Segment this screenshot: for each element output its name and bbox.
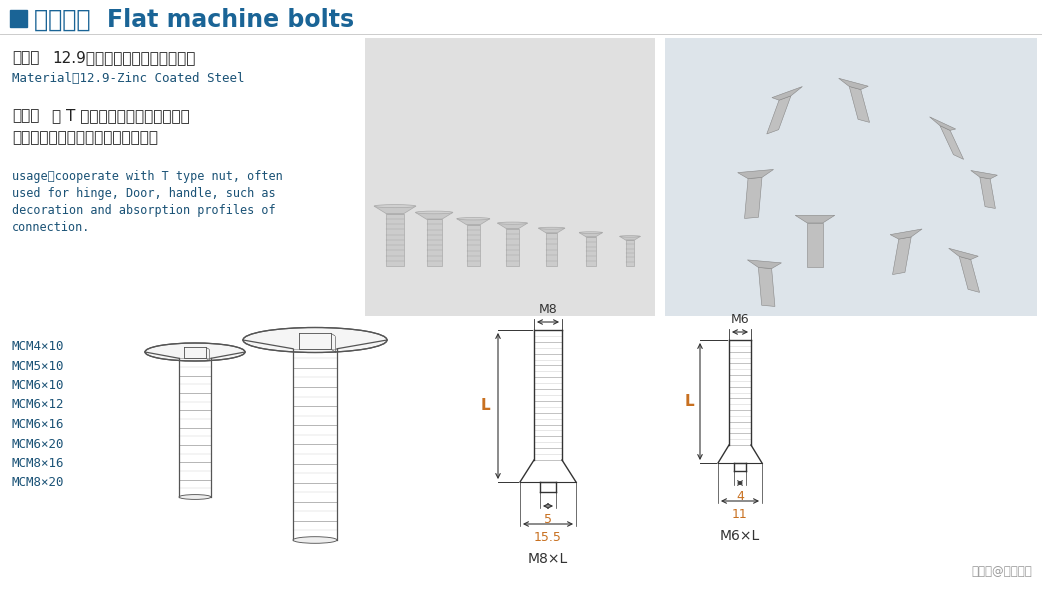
- Bar: [387, 214, 403, 266]
- Text: decoration and absorption profiles of: decoration and absorption profiles of: [13, 204, 276, 217]
- Ellipse shape: [145, 343, 245, 361]
- Text: L: L: [480, 399, 490, 413]
- Polygon shape: [940, 125, 964, 160]
- Ellipse shape: [620, 236, 641, 237]
- Ellipse shape: [497, 222, 527, 224]
- Polygon shape: [767, 96, 791, 134]
- Polygon shape: [979, 177, 995, 209]
- Text: M6: M6: [730, 313, 749, 326]
- Text: 平机螺栓  Flat machine bolts: 平机螺栓 Flat machine bolts: [34, 8, 354, 31]
- Text: 与 T 型螺母配合，常用于合页、: 与 T 型螺母配合，常用于合页、: [52, 108, 190, 123]
- Polygon shape: [948, 249, 978, 260]
- Ellipse shape: [374, 204, 416, 208]
- Bar: [586, 237, 596, 266]
- Bar: [467, 225, 480, 266]
- Text: MCM8×16: MCM8×16: [13, 457, 65, 470]
- Polygon shape: [893, 237, 911, 274]
- Ellipse shape: [293, 537, 337, 543]
- Ellipse shape: [579, 231, 602, 233]
- Bar: [665, 38, 1037, 316]
- Polygon shape: [929, 117, 956, 130]
- Bar: [626, 240, 635, 266]
- Text: 5: 5: [544, 513, 552, 526]
- Text: used for hinge, Door, handle, such as: used for hinge, Door, handle, such as: [13, 187, 276, 200]
- Text: MCM5×10: MCM5×10: [13, 359, 65, 372]
- Polygon shape: [497, 223, 527, 229]
- Ellipse shape: [456, 217, 490, 220]
- Text: 12.9级高强度碳钔（表面镀镖）: 12.9级高强度碳钔（表面镀镖）: [52, 50, 196, 65]
- Polygon shape: [795, 216, 835, 223]
- Polygon shape: [808, 223, 823, 267]
- Text: MCM4×10: MCM4×10: [13, 340, 65, 353]
- Text: M8×L: M8×L: [528, 552, 568, 566]
- Polygon shape: [971, 170, 997, 179]
- Bar: [546, 233, 557, 266]
- Polygon shape: [456, 219, 490, 225]
- Text: 15.5: 15.5: [535, 531, 562, 544]
- Polygon shape: [772, 87, 802, 100]
- Polygon shape: [839, 78, 868, 90]
- Polygon shape: [960, 256, 979, 292]
- Polygon shape: [620, 236, 641, 240]
- Polygon shape: [890, 229, 922, 239]
- Ellipse shape: [539, 227, 565, 229]
- Text: 11: 11: [733, 508, 748, 521]
- Bar: [426, 219, 442, 266]
- Polygon shape: [416, 213, 453, 219]
- Polygon shape: [745, 177, 762, 219]
- Bar: [365, 38, 655, 316]
- Text: connection.: connection.: [13, 221, 91, 234]
- Text: MCM6×20: MCM6×20: [13, 438, 65, 451]
- Text: 4: 4: [736, 490, 744, 503]
- Text: MCM6×16: MCM6×16: [13, 418, 65, 431]
- Text: 搜狐号@美城铝业: 搜狐号@美城铝业: [971, 565, 1032, 578]
- Ellipse shape: [179, 495, 210, 499]
- Text: Material：12.9-Zinc Coated Steel: Material：12.9-Zinc Coated Steel: [13, 72, 245, 85]
- Polygon shape: [759, 267, 775, 306]
- Text: M8: M8: [539, 303, 557, 316]
- Text: L: L: [685, 394, 694, 409]
- Text: 门吸、手柄等装饰件与型材的连接。: 门吸、手柄等装饰件与型材的连接。: [13, 130, 158, 145]
- Bar: [506, 229, 519, 266]
- Text: 用途：: 用途：: [13, 108, 40, 123]
- Polygon shape: [738, 170, 773, 178]
- Polygon shape: [579, 233, 602, 237]
- Polygon shape: [374, 206, 416, 214]
- Text: 材料：: 材料：: [13, 50, 40, 65]
- Polygon shape: [849, 87, 869, 123]
- Polygon shape: [747, 260, 782, 269]
- Ellipse shape: [416, 211, 453, 214]
- Text: MCM6×12: MCM6×12: [13, 399, 65, 412]
- Text: M6×L: M6×L: [720, 529, 760, 543]
- Polygon shape: [539, 228, 565, 233]
- Text: MCM8×20: MCM8×20: [13, 477, 65, 489]
- Text: MCM6×10: MCM6×10: [13, 379, 65, 392]
- Ellipse shape: [243, 327, 387, 352]
- Bar: [10, 10, 27, 27]
- Text: usage：cooperate with T type nut, often: usage：cooperate with T type nut, often: [13, 170, 282, 183]
